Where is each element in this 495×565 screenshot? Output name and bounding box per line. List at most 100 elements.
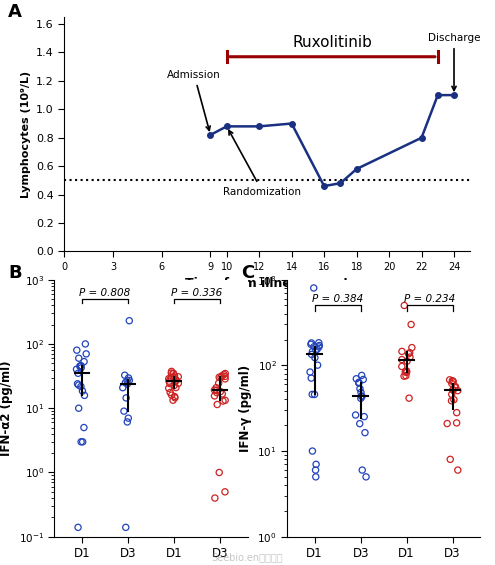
Point [213,386,221,395]
Point [402,367,410,376]
Point [216,387,224,396]
X-axis label: Time from illness onset: Time from illness onset [185,277,349,290]
Point [308,347,316,356]
Text: P = 0.384: P = 0.384 [312,294,363,303]
Point [356,384,364,393]
Point [400,372,408,381]
Point [314,360,322,370]
Point [80,357,88,366]
Point [355,379,363,388]
Point [76,362,84,371]
Point [315,338,323,347]
Point [453,418,461,427]
Point [312,346,320,355]
Point [351,411,359,420]
Point [307,338,315,347]
Point [172,383,180,392]
Point [210,385,218,394]
Point [446,455,454,464]
Point [123,418,131,427]
Point [449,377,457,386]
Point [123,376,131,385]
Point [218,389,226,398]
Point [448,376,456,385]
Point [81,340,89,349]
Point [398,355,406,364]
Point [406,348,414,357]
Point [306,367,314,376]
Point [358,466,366,475]
Point [358,371,366,380]
Point [77,363,85,372]
Point [166,379,174,388]
Point [121,378,129,387]
Point [221,375,229,384]
Y-axis label: IFN-α2 (pg/ml): IFN-α2 (pg/ml) [0,360,13,456]
Text: P = 0.808: P = 0.808 [79,288,131,298]
Point [221,372,229,381]
Point [352,374,360,383]
Point [402,368,410,377]
Point [362,472,370,481]
Text: C: C [241,264,254,282]
Point [361,428,369,437]
Text: Discharge: Discharge [428,33,480,90]
Point [212,383,220,392]
Text: Admission: Admission [167,70,221,131]
Point [74,369,82,378]
Point [80,423,88,432]
Text: Ruxolitinib: Ruxolitinib [293,34,372,50]
Point [174,372,182,381]
Point [310,342,318,351]
Point [166,388,174,397]
Point [79,386,87,396]
Text: A: A [7,3,21,21]
Point [165,377,173,386]
Point [315,341,323,350]
Point [174,379,182,388]
Point [168,390,176,399]
Point [450,395,458,404]
Point [398,347,406,356]
Point [308,390,316,399]
Point [219,397,227,406]
Point [408,343,416,352]
Point [449,385,457,394]
Point [123,380,131,389]
Point [167,368,175,377]
Point [215,373,223,382]
Point [406,353,414,362]
Y-axis label: Lymphocytes (10⁹/L): Lymphocytes (10⁹/L) [21,71,31,198]
Point [404,349,412,358]
Point [77,437,85,446]
Point [218,371,226,380]
Point [75,403,83,412]
Point [451,383,459,392]
Point [454,466,462,475]
Point [81,391,89,400]
Text: Seebio.en西宝生物: Seebio.en西宝生物 [212,552,283,562]
Point [169,369,177,378]
Point [171,371,179,380]
Point [311,466,319,475]
Point [312,472,320,481]
Point [357,394,365,403]
Point [170,381,178,390]
Point [124,414,132,423]
Point [172,376,180,385]
Point [79,437,87,446]
Point [119,383,127,392]
Point [74,379,82,388]
Point [125,373,133,383]
Point [307,340,315,349]
Point [448,379,456,388]
Point [311,353,319,362]
Point [355,378,363,387]
Point [443,419,451,428]
Point [453,408,461,417]
Point [73,365,81,374]
Point [449,377,457,386]
Point [448,390,456,399]
Point [454,386,462,395]
Point [312,460,320,469]
